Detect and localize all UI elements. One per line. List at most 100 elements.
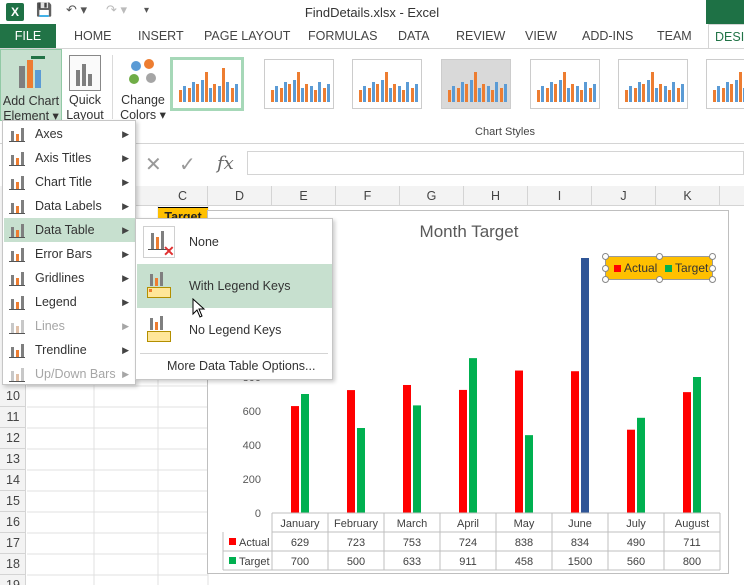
legend-handle[interactable]	[656, 276, 663, 283]
menu-item-label: Data Table	[35, 223, 95, 237]
add-chart-element-button[interactable]: Add Chart Element ▾	[0, 49, 62, 123]
column-header-f[interactable]: F	[336, 186, 400, 206]
menu-item-error-bars[interactable]: Error Bars ▶	[4, 242, 135, 266]
chart-title[interactable]: Month Target	[419, 222, 519, 241]
row-header-17[interactable]: 17	[0, 533, 26, 554]
column-header-d[interactable]: D	[208, 186, 272, 206]
column-header-j[interactable]: J	[592, 186, 656, 206]
chart-style-thumbnail[interactable]	[170, 57, 244, 111]
menu-item-data-table[interactable]: Data Table ▶	[4, 218, 135, 242]
tab-data[interactable]: DATA	[398, 29, 430, 43]
cancel-icon[interactable]: ✕	[145, 154, 162, 176]
menu-item-axes[interactable]: Axes ▶	[4, 122, 135, 146]
row-header-11[interactable]: 11	[0, 407, 26, 428]
chart-style-thumbnail[interactable]	[706, 59, 744, 109]
tab-design[interactable]: DESIG	[708, 24, 744, 49]
quick-layout-icon	[69, 55, 101, 91]
palette-icon	[127, 55, 159, 91]
bar-target	[525, 435, 533, 513]
menu-item-trendline[interactable]: Trendline ▶	[4, 338, 135, 362]
bar-actual	[571, 371, 579, 513]
insert-function-icon[interactable]: fx	[217, 153, 234, 174]
tab-team[interactable]: TEAM	[657, 29, 692, 43]
chart-style-thumbnail[interactable]	[352, 59, 422, 109]
row-header-10[interactable]: 10	[0, 386, 26, 407]
undo-icon[interactable]: ↶ ▾	[66, 2, 88, 17]
tab-insert[interactable]: INSERT	[138, 29, 184, 43]
window-title: FindDetails.xlsx - Excel	[304, 5, 440, 20]
tab-add-ins[interactable]: ADD-INS	[582, 29, 634, 43]
chart-style-thumbnail[interactable]	[618, 59, 688, 109]
quick-layout-button[interactable]: Quick Layout ▾	[62, 49, 108, 137]
column-headers: C D E F G H I J K	[0, 186, 744, 206]
legend-handle[interactable]	[709, 265, 716, 272]
category-label: April	[457, 518, 479, 530]
data-table-value: 560	[627, 556, 645, 568]
column-header-i[interactable]: I	[528, 186, 592, 206]
row-header-16[interactable]: 16	[0, 512, 26, 533]
data-table-no-legend-keys-option[interactable]: No Legend Keys	[137, 308, 332, 352]
submenu-arrow-icon: ▶	[122, 297, 129, 307]
legend-handle[interactable]	[602, 276, 609, 283]
data-labels-icon	[9, 198, 25, 214]
legend-handle[interactable]	[656, 253, 663, 260]
chart-style-thumbnail[interactable]	[264, 59, 334, 109]
menu-item-label: Trendline	[35, 343, 87, 357]
row-header-12[interactable]: 12	[0, 428, 26, 449]
menu-item-chart-title[interactable]: Chart Title ▶	[4, 170, 135, 194]
enter-icon[interactable]: ✓	[179, 154, 196, 176]
redo-icon[interactable]: ↷ ▾	[106, 2, 128, 17]
bar-actual	[683, 392, 691, 513]
customize-qat-icon[interactable]: ▾	[144, 5, 150, 16]
column-header-g[interactable]: G	[400, 186, 464, 206]
tab-review[interactable]: REVIEW	[456, 29, 506, 43]
tab-view[interactable]: VIEW	[525, 29, 557, 43]
data-table-with-legend-keys-label: With Legend Keys	[189, 279, 291, 293]
up-down-bars-icon	[9, 366, 25, 382]
column-header-c[interactable]: C	[158, 186, 208, 206]
data-table-value: 1500	[568, 556, 592, 568]
data-table-value: 500	[347, 556, 365, 568]
column-header-k[interactable]: K	[656, 186, 720, 206]
menu-item-axis-titles[interactable]: Axis Titles ▶	[4, 146, 135, 170]
submenu-arrow-icon: ▶	[122, 345, 129, 355]
legend-handle[interactable]	[709, 253, 716, 260]
legend-handle[interactable]	[602, 265, 609, 272]
row-header-19[interactable]: 19	[0, 575, 26, 585]
title-bar: X 💾 ↶ ▾ ↷ ▾ ▾ FindDetails.xlsx - Excel	[0, 0, 744, 24]
row-header-15[interactable]: 15	[0, 491, 26, 512]
tab-formulas[interactable]: FORMULAS	[308, 29, 378, 43]
legend-key-actual	[614, 265, 621, 272]
menu-item-legend[interactable]: Legend ▶	[4, 290, 135, 314]
data-table-no-legend-keys-icon	[143, 314, 175, 346]
titlebar-accent	[706, 0, 744, 24]
data-table-value: 629	[291, 537, 309, 549]
data-table-with-legend-keys-icon	[143, 270, 175, 302]
chart-style-thumbnail[interactable]	[441, 59, 511, 109]
formula-input[interactable]	[247, 151, 744, 175]
tab-file[interactable]: FILE	[0, 24, 56, 48]
row-header-18[interactable]: 18	[0, 554, 26, 575]
column-header-h[interactable]: H	[464, 186, 528, 206]
more-data-table-options[interactable]: More Data Table Options...	[167, 359, 316, 373]
chart-style-thumbnail[interactable]	[530, 59, 600, 109]
chart-legend[interactable]: Actual Target	[602, 253, 716, 283]
menu-item-gridlines[interactable]: Gridlines ▶	[4, 266, 135, 290]
data-table-with-legend-keys-option[interactable]: With Legend Keys	[137, 264, 332, 308]
legend-handle[interactable]	[602, 253, 609, 260]
bar-actual	[515, 370, 523, 513]
row-header-13[interactable]: 13	[0, 449, 26, 470]
add-chart-element-label-2: Element ▾	[3, 109, 59, 123]
legend-handle[interactable]	[709, 276, 716, 283]
column-header-e[interactable]: E	[272, 186, 336, 206]
data-table-value: 633	[403, 556, 421, 568]
menu-item-data-labels[interactable]: Data Labels ▶	[4, 194, 135, 218]
bar-actual	[459, 389, 467, 513]
tab-home[interactable]: HOME	[74, 29, 112, 43]
save-icon[interactable]: 💾	[36, 2, 53, 17]
tab-page-layout[interactable]: PAGE LAYOUT	[204, 29, 291, 43]
data-table-none-option[interactable]: ✕ None	[137, 220, 332, 264]
row-header-14[interactable]: 14	[0, 470, 26, 491]
menu-item-label: Up/Down Bars	[35, 367, 116, 381]
change-colors-button[interactable]: Change Colors ▾	[118, 49, 168, 122]
